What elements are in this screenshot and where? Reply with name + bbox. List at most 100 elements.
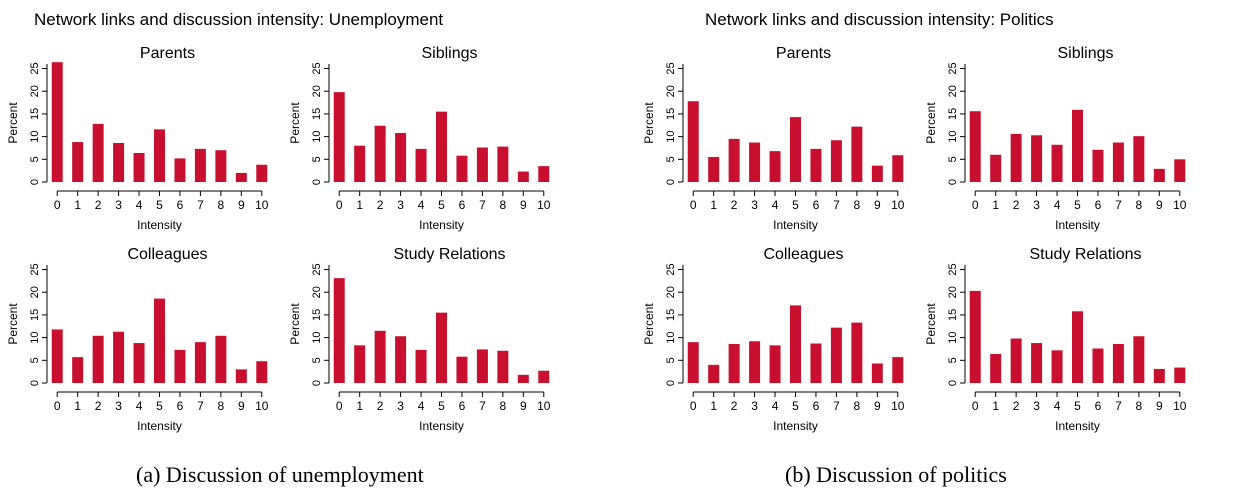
x-tick-label: 4 <box>418 198 425 212</box>
bar <box>892 155 904 182</box>
x-tick-label: 3 <box>1033 198 1040 212</box>
x-tick-label: 7 <box>1115 198 1122 212</box>
x-axis-label: Intensity <box>773 419 818 433</box>
y-tick-label: 20 <box>311 85 323 97</box>
x-tick-label: 4 <box>772 399 779 413</box>
bar <box>871 363 883 383</box>
x-tick-label: 2 <box>377 399 384 413</box>
x-axis-label: Intensity <box>419 218 464 232</box>
x-tick-label: 7 <box>197 399 204 413</box>
y-tick-label: 15 <box>665 108 677 120</box>
y-tick-label: 0 <box>29 380 41 386</box>
bar <box>1133 336 1145 383</box>
bar <box>687 101 699 182</box>
bar <box>174 349 186 383</box>
bar <box>851 126 863 182</box>
x-tick-label: 6 <box>1095 198 1102 212</box>
x-tick-label: 0 <box>690 198 697 212</box>
bar <box>354 145 366 182</box>
x-tick-label: 3 <box>397 399 404 413</box>
x-tick-label: 4 <box>1054 399 1061 413</box>
bar <box>810 343 822 383</box>
bar <box>830 140 842 182</box>
bar <box>1112 142 1124 182</box>
bar <box>154 129 165 182</box>
x-tick-label: 8 <box>218 399 225 413</box>
y-tick-label: 15 <box>311 309 323 321</box>
caption-a: (a) Discussion of unemployment <box>136 462 424 487</box>
bar <box>1031 135 1043 182</box>
y-tick-label: 5 <box>29 156 41 162</box>
y-tick-label: 10 <box>29 331 41 343</box>
y-axis-label: Percent <box>642 102 656 144</box>
y-tick-label: 25 <box>311 263 323 275</box>
x-tick-label: 5 <box>1074 198 1081 212</box>
y-tick-label: 5 <box>311 156 323 162</box>
x-tick-label: 1 <box>710 198 717 212</box>
x-tick-label: 5 <box>438 198 445 212</box>
bar <box>497 146 509 182</box>
bar <box>354 345 366 383</box>
x-tick-label: 6 <box>459 399 466 413</box>
y-tick-label: 15 <box>311 108 323 120</box>
bar <box>1092 348 1104 383</box>
bar <box>790 305 801 383</box>
bar <box>456 356 468 383</box>
bar <box>133 343 145 383</box>
bar <box>374 330 386 383</box>
x-tick-label: 3 <box>751 399 758 413</box>
bar <box>1051 144 1063 182</box>
bar <box>194 148 206 182</box>
bar <box>456 155 468 182</box>
x-tick-label: 5 <box>1074 399 1081 413</box>
panel-title: Parents <box>140 45 195 62</box>
y-tick-label: 0 <box>947 380 959 386</box>
x-tick-label: 1 <box>992 198 999 212</box>
x-axis-label: Intensity <box>1055 419 1100 433</box>
y-axis-label: Percent <box>288 102 302 144</box>
y-tick-label: 0 <box>665 380 677 386</box>
x-tick-label: 0 <box>690 399 697 413</box>
bar <box>830 327 842 383</box>
bar <box>1153 368 1165 383</box>
bar <box>538 370 550 383</box>
bar <box>256 361 268 383</box>
x-axis-label: Intensity <box>137 419 182 433</box>
y-tick-label: 0 <box>311 179 323 185</box>
bar <box>851 322 863 383</box>
x-tick-label: 7 <box>197 198 204 212</box>
y-tick-label: 20 <box>947 85 959 97</box>
x-tick-label: 1 <box>74 399 81 413</box>
x-tick-label: 8 <box>500 399 507 413</box>
bar <box>871 165 883 182</box>
x-tick-label: 10 <box>1173 399 1187 413</box>
bar <box>1072 311 1083 383</box>
x-tick-label: 9 <box>874 198 881 212</box>
x-tick-label: 3 <box>397 198 404 212</box>
x-tick-label: 10 <box>891 198 905 212</box>
x-tick-label: 4 <box>418 399 425 413</box>
x-tick-label: 1 <box>74 198 81 212</box>
bar <box>476 349 488 383</box>
x-tick-label: 0 <box>54 399 61 413</box>
bar <box>92 335 104 383</box>
bar <box>235 369 247 383</box>
panel-title: Study Relations <box>1029 246 1141 263</box>
y-tick-label: 10 <box>947 331 959 343</box>
bar <box>92 123 104 182</box>
y-axis-label: Percent <box>924 303 938 345</box>
bar <box>51 62 63 182</box>
x-tick-label: 8 <box>500 198 507 212</box>
y-tick-label: 15 <box>29 309 41 321</box>
y-tick-label: 25 <box>311 62 323 74</box>
bar <box>892 357 904 383</box>
x-tick-label: 8 <box>854 198 861 212</box>
y-tick-label: 20 <box>29 85 41 97</box>
bar <box>436 111 447 182</box>
x-tick-label: 5 <box>438 399 445 413</box>
bar <box>1051 350 1063 383</box>
x-tick-label: 2 <box>377 198 384 212</box>
bar <box>1174 367 1186 383</box>
